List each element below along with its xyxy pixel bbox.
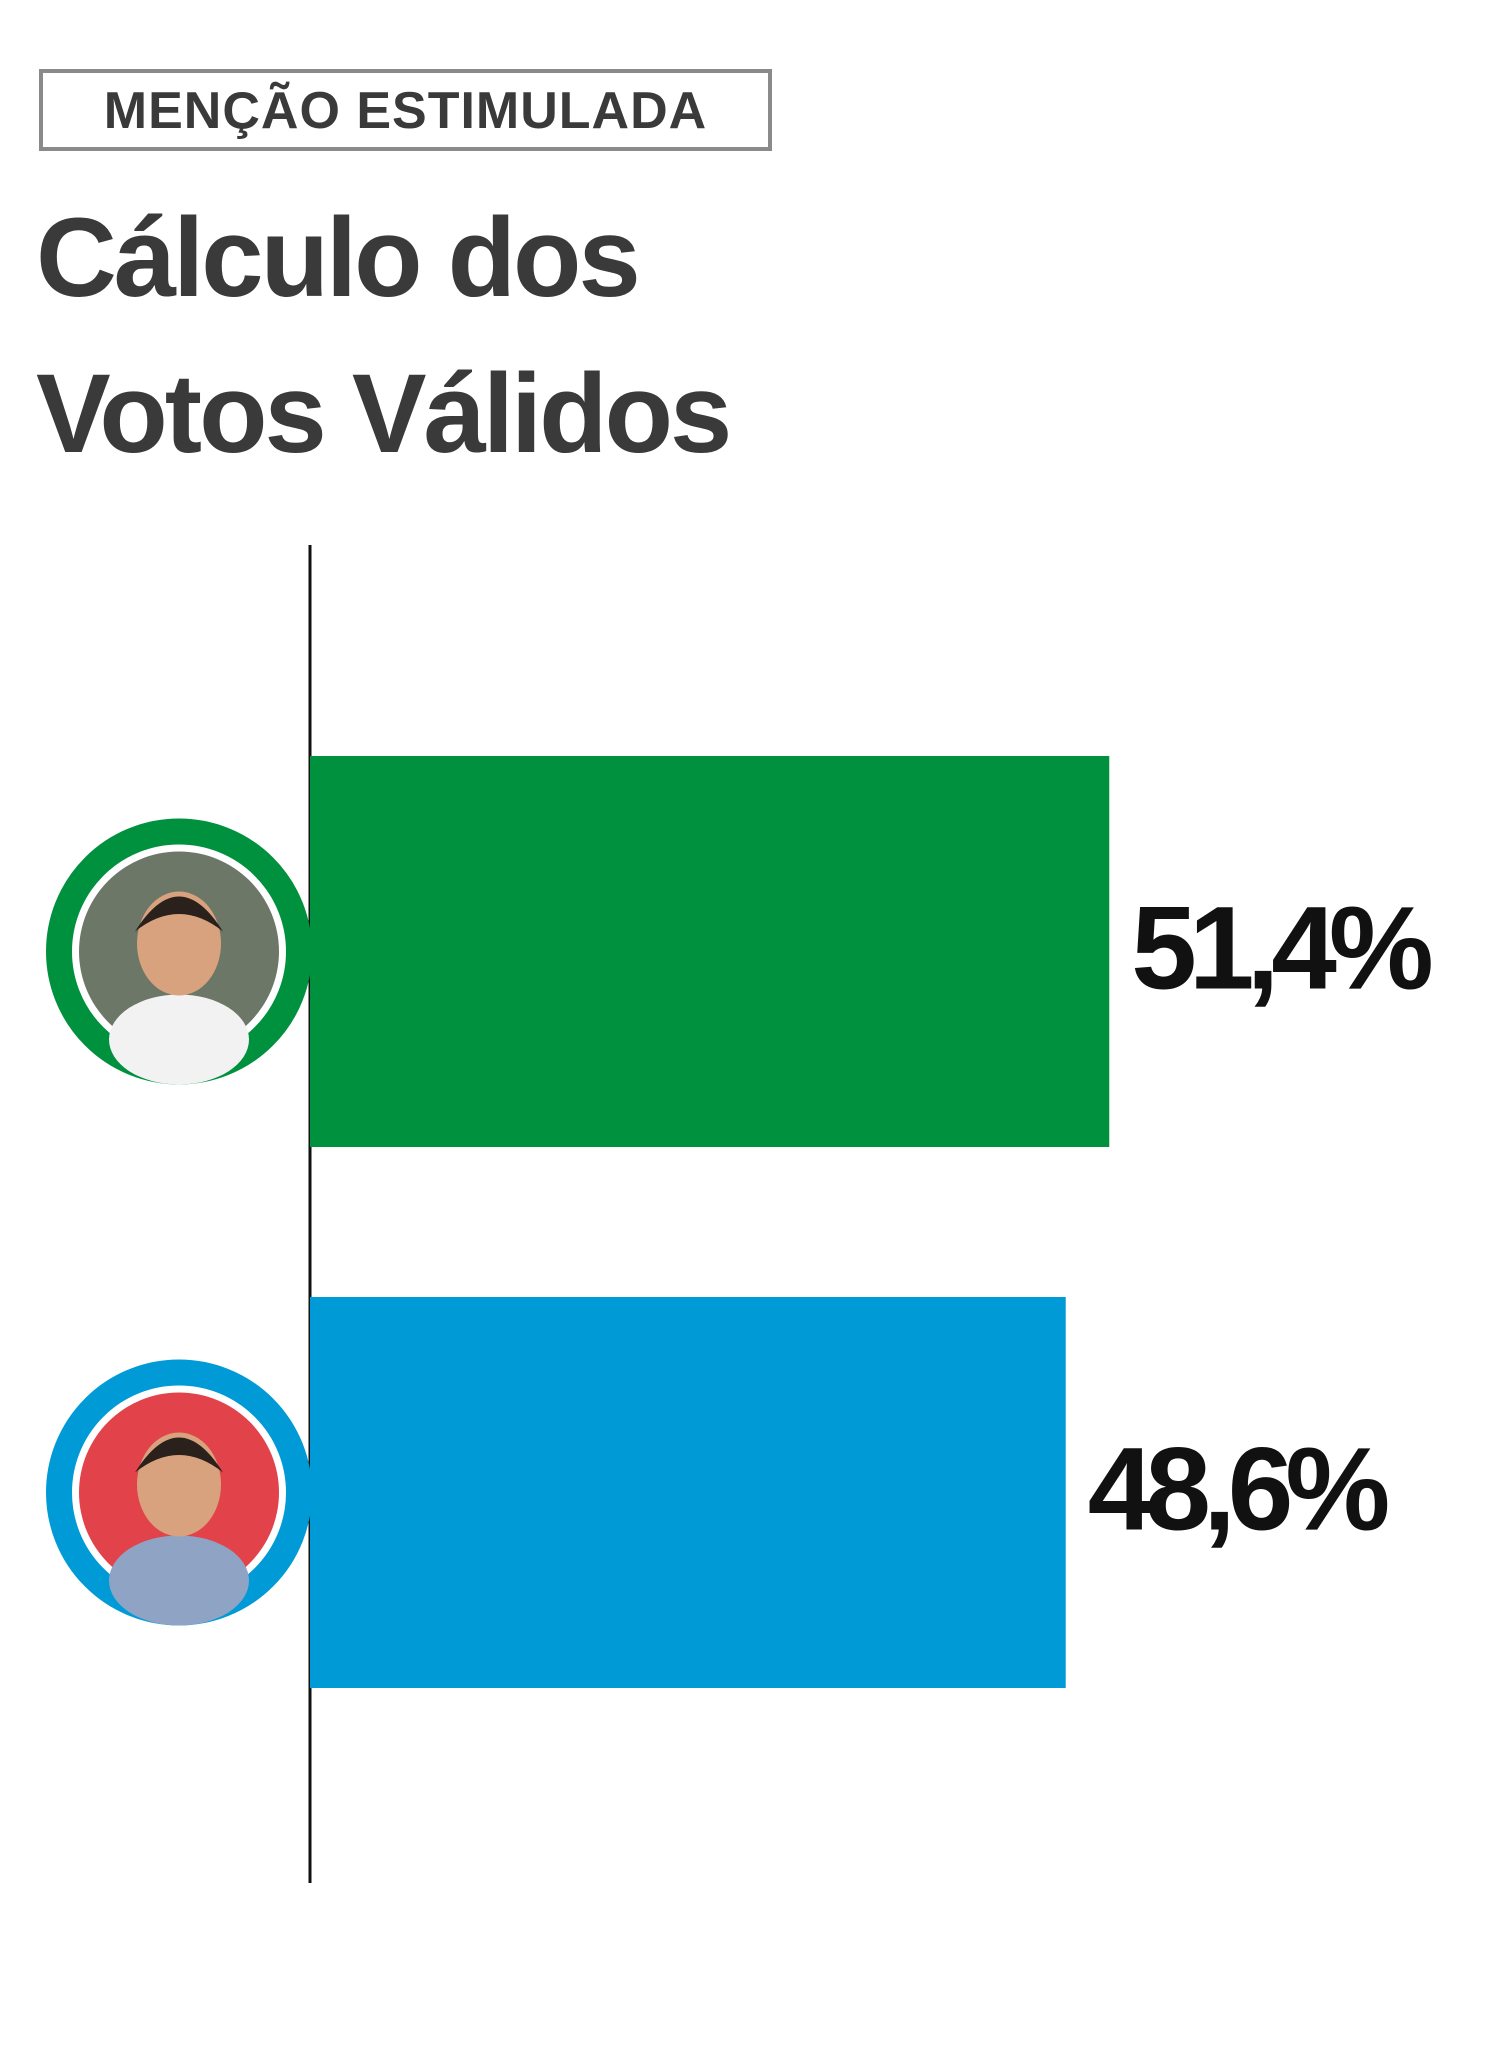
value-label: 48,6% — [1088, 1424, 1388, 1556]
bar — [310, 1297, 1066, 1688]
photo-body — [109, 994, 249, 1085]
bar — [310, 756, 1110, 1147]
photo-body — [109, 1535, 249, 1626]
photo-hair — [135, 896, 223, 932]
candidate-photo — [46, 818, 312, 1085]
chart-title: Cálculo dos Votos Válidos — [36, 195, 732, 476]
value-label: 51,4% — [1131, 883, 1431, 1015]
tag-label: MENÇÃO ESTIMULADA — [39, 69, 772, 151]
photo-hair — [135, 1437, 223, 1473]
candidate-photo — [46, 1359, 312, 1626]
